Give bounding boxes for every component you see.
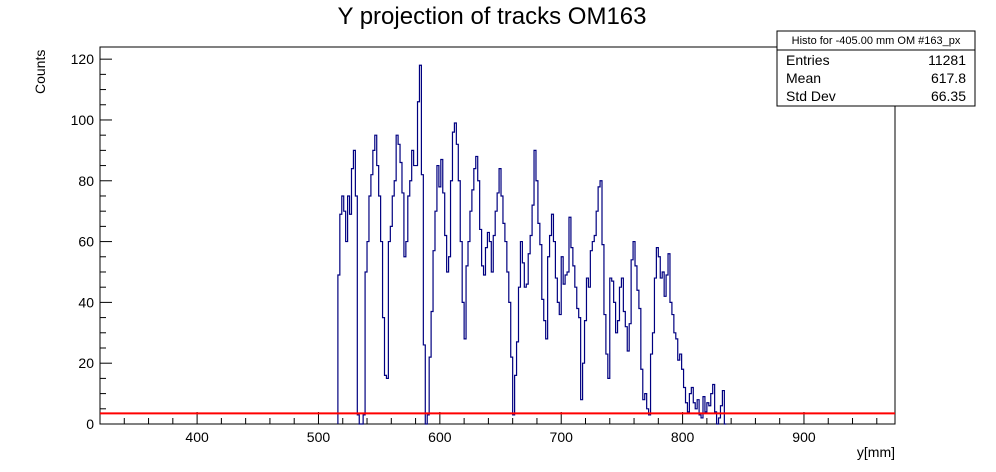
stats-stddev-value: 66.35 <box>931 88 966 104</box>
chart-title: Y projection of tracks OM163 <box>337 3 646 30</box>
x-axis-label: y[mm] <box>857 444 895 460</box>
stats-mean-value: 617.8 <box>931 70 966 86</box>
stats-stddev-label: Std Dev <box>786 88 836 104</box>
stats-box-frame <box>776 30 976 107</box>
plot-frame <box>99 46 896 425</box>
y-tick-label: 100 <box>71 112 95 128</box>
y-tick-label: 120 <box>71 51 95 67</box>
y-tick-label: 0 <box>86 416 94 432</box>
stats-box-header: Histo for -405.00 mm OM #163_px <box>792 35 961 47</box>
x-tick-label: 900 <box>792 429 816 445</box>
stats-box: Histo for -405.00 mm OM #163_px Entries … <box>776 30 976 107</box>
x-tick-label: 500 <box>307 429 331 445</box>
x-tick-label: 600 <box>428 429 452 445</box>
y-axis: 0 20 40 60 80 100 120 <box>71 51 112 432</box>
y-tick-label: 80 <box>78 173 94 189</box>
y-tick-label: 20 <box>78 355 94 371</box>
stats-mean-label: Mean <box>786 70 821 86</box>
x-axis: 400 500 600 700 800 900 <box>99 412 878 445</box>
y-tick-label: 40 <box>78 294 94 310</box>
y-tick-label: 60 <box>78 234 94 250</box>
y-axis-label: Counts <box>32 50 48 94</box>
histogram-series <box>337 64 727 425</box>
x-tick-label: 700 <box>550 429 574 445</box>
x-tick-label: 400 <box>185 429 209 445</box>
x-tick-label: 800 <box>671 429 695 445</box>
stats-entries-value: 11281 <box>928 52 966 68</box>
stats-entries-label: Entries <box>786 52 830 68</box>
